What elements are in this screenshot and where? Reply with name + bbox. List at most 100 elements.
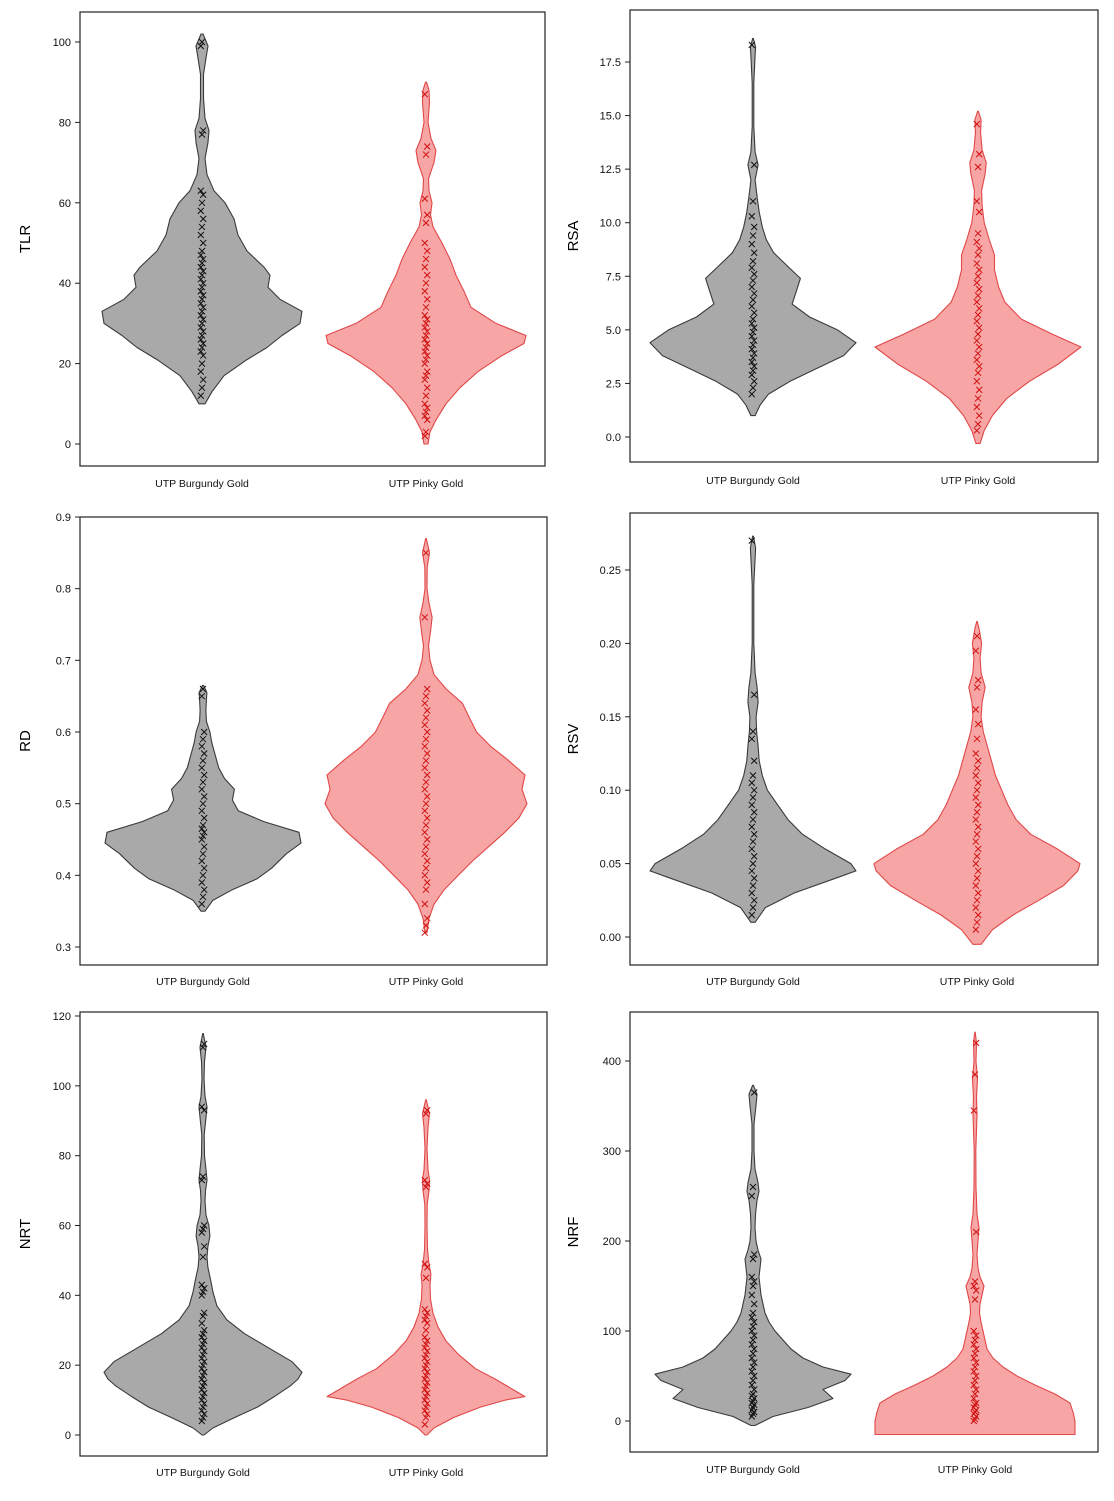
data-point-marker bbox=[750, 830, 758, 838]
data-point-marker bbox=[200, 886, 208, 894]
data-point-marker bbox=[972, 1228, 980, 1236]
data-point-marker bbox=[199, 1173, 207, 1180]
y-tick-label: 0.8 bbox=[56, 584, 71, 596]
category-label-pinky: UTP Pinky Gold bbox=[389, 478, 464, 490]
data-point-marker bbox=[422, 279, 430, 287]
data-point-marker bbox=[975, 285, 983, 293]
data-point-marker bbox=[748, 911, 756, 919]
data-point-marker bbox=[199, 871, 207, 879]
data-point-marker bbox=[972, 706, 980, 713]
category-label-pinky: UTP Pinky Gold bbox=[938, 1464, 1013, 1476]
data-point-marker bbox=[972, 926, 980, 934]
data-point-marker bbox=[199, 821, 207, 829]
data-point-marker bbox=[421, 871, 429, 879]
data-point-marker bbox=[970, 1327, 978, 1335]
data-point-marker bbox=[197, 312, 205, 319]
data-point-marker bbox=[973, 852, 981, 860]
data-point-marker bbox=[200, 814, 208, 822]
data-point-marker bbox=[200, 750, 208, 757]
data-point-marker bbox=[972, 1345, 980, 1353]
data-point-marker bbox=[422, 372, 430, 380]
data-point-marker bbox=[423, 836, 431, 843]
data-point-marker bbox=[750, 270, 758, 278]
data-point-marker bbox=[974, 676, 982, 684]
y-tick-label: 200 bbox=[603, 1236, 621, 1248]
data-point-marker bbox=[198, 836, 206, 843]
y-tick-label: 80 bbox=[59, 1151, 71, 1163]
category-label-burgundy: UTP Burgundy Gold bbox=[156, 976, 250, 988]
data-point-marker bbox=[200, 1379, 208, 1386]
category-label-burgundy: UTP Burgundy Gold bbox=[706, 475, 800, 487]
data-point-marker bbox=[971, 1296, 979, 1303]
category-label-burgundy: UTP Burgundy Gold bbox=[706, 976, 800, 988]
data-point-marker bbox=[748, 332, 756, 340]
data-point-marker bbox=[197, 336, 205, 343]
data-point-marker bbox=[973, 279, 981, 287]
data-point-marker bbox=[973, 735, 981, 743]
data-point-marker bbox=[973, 337, 981, 344]
data-point-marker bbox=[972, 1399, 980, 1407]
data-point-marker bbox=[972, 838, 980, 845]
data-point-marker bbox=[197, 324, 205, 331]
data-point-marker bbox=[749, 354, 757, 362]
y-tick-label: 0.7 bbox=[56, 655, 71, 667]
y-tick-label: 7.5 bbox=[606, 271, 621, 283]
data-point-marker bbox=[421, 1421, 429, 1428]
y-tick-label: 0.05 bbox=[600, 859, 621, 871]
data-point-marker bbox=[422, 549, 430, 557]
y-axis-title: NRT bbox=[17, 1219, 34, 1250]
data-point-marker bbox=[197, 263, 205, 271]
data-point-marker bbox=[199, 239, 207, 247]
data-point-marker bbox=[199, 191, 207, 199]
data-point-marker bbox=[972, 882, 980, 889]
data-point-marker bbox=[199, 757, 207, 765]
y-tick-label: 2.5 bbox=[606, 378, 621, 390]
data-point-marker bbox=[198, 900, 206, 908]
data-point-marker bbox=[423, 271, 431, 279]
data-point-marker bbox=[749, 904, 757, 911]
data-point-marker bbox=[749, 315, 757, 323]
data-point-marker bbox=[421, 721, 429, 729]
data-point-marker bbox=[975, 343, 983, 351]
data-point-marker bbox=[199, 893, 207, 901]
data-point-marker bbox=[199, 215, 207, 223]
data-point-marker bbox=[198, 384, 206, 392]
data-point-marker bbox=[200, 1337, 208, 1345]
data-point-marker bbox=[199, 850, 207, 858]
data-point-marker bbox=[423, 1264, 431, 1271]
data-point-marker bbox=[422, 151, 430, 158]
data-point-marker bbox=[750, 223, 758, 231]
y-tick-label: 12.5 bbox=[600, 164, 621, 176]
data-point-marker bbox=[198, 692, 206, 700]
data-point-marker bbox=[421, 785, 429, 793]
data-point-marker bbox=[198, 344, 206, 351]
data-point-marker bbox=[421, 807, 429, 815]
data-point-marker bbox=[749, 728, 757, 735]
data-point-marker bbox=[974, 272, 982, 280]
data-point-marker bbox=[422, 356, 430, 363]
data-point-marker bbox=[421, 336, 429, 343]
data-point-marker bbox=[749, 794, 757, 801]
data-point-marker bbox=[423, 143, 431, 150]
data-point-marker bbox=[749, 882, 757, 889]
data-point-marker bbox=[197, 348, 205, 355]
data-point-marker bbox=[421, 312, 429, 319]
data-point-marker bbox=[423, 1400, 431, 1407]
data-point-marker bbox=[198, 857, 206, 865]
data-point-marker bbox=[975, 362, 983, 370]
data-point-marker bbox=[423, 328, 431, 335]
data-point-marker bbox=[748, 1291, 756, 1299]
data-point-marker bbox=[198, 332, 206, 339]
data-point-marker bbox=[971, 1278, 979, 1285]
data-point-marker bbox=[975, 412, 983, 419]
data-point-marker bbox=[973, 918, 981, 926]
data-point-marker bbox=[750, 249, 758, 257]
data-point-marker bbox=[748, 889, 756, 897]
data-point-marker bbox=[423, 707, 431, 714]
data-point-marker bbox=[748, 41, 756, 49]
data-point-marker bbox=[423, 1368, 431, 1376]
data-point-marker bbox=[421, 1260, 429, 1268]
data-point-marker bbox=[200, 1358, 208, 1366]
data-point-marker bbox=[423, 340, 431, 347]
